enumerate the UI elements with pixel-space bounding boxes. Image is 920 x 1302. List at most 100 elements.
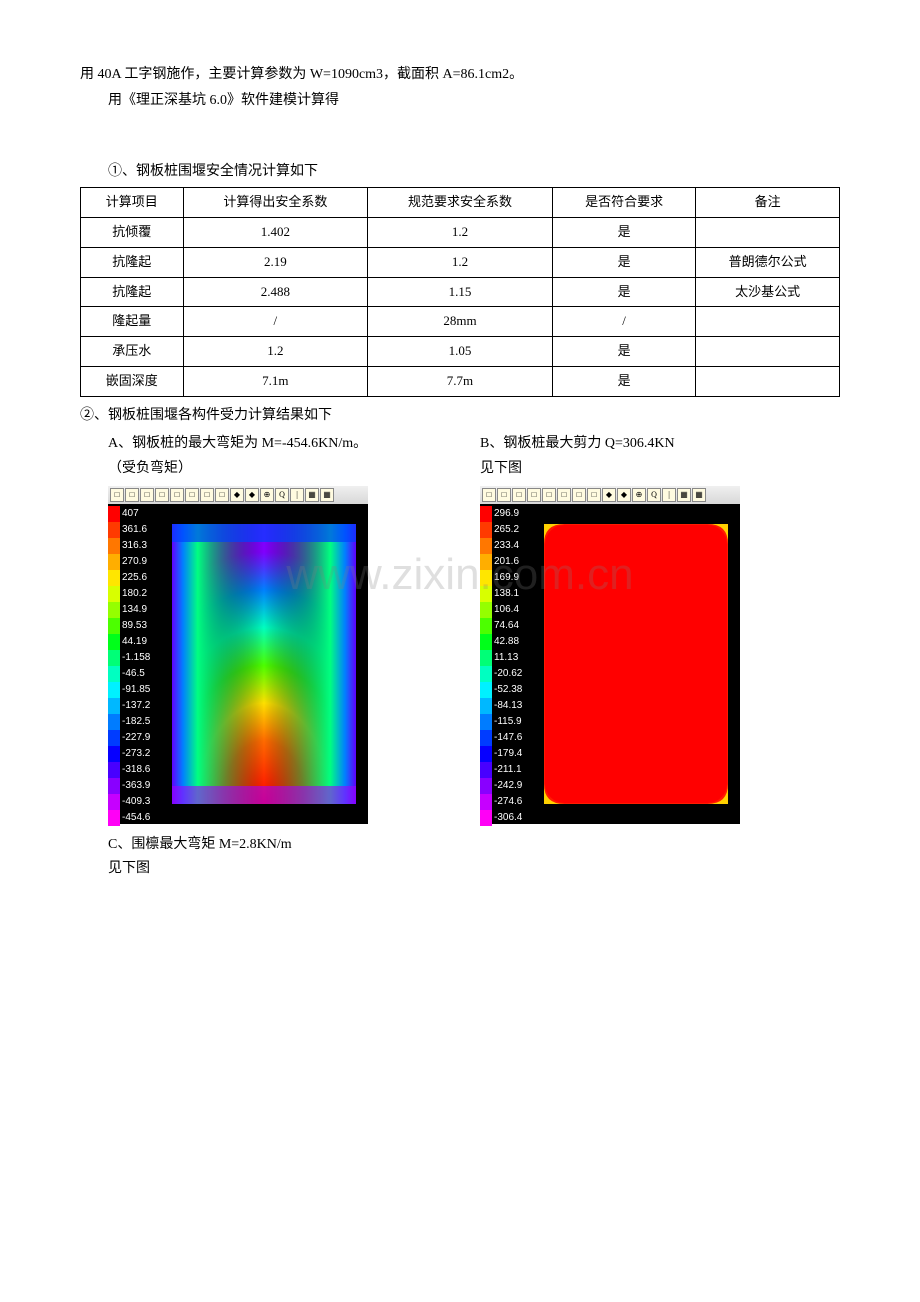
legend-swatch: [480, 762, 492, 778]
table-cell: 抗隆起: [81, 277, 184, 307]
toolbar-icon[interactable]: ▦: [320, 488, 334, 502]
legend-label: 296.9: [494, 506, 519, 522]
col-a-line1: A、钢板桩的最大弯矩为 M=-454.6KN/m。: [80, 433, 440, 455]
legend-swatch: [108, 746, 120, 762]
toolbar-icon[interactable]: □: [587, 488, 601, 502]
col-b-line1: B、钢板桩最大剪力 Q=306.4KN: [480, 433, 840, 455]
toolbar-icon[interactable]: ▦: [692, 488, 706, 502]
legend-row: 89.53: [108, 618, 168, 634]
toolbar-icon[interactable]: □: [110, 488, 124, 502]
legend-label: -242.9: [494, 778, 522, 794]
legend-swatch: [480, 682, 492, 698]
legend-row: -52.38: [480, 682, 540, 698]
legend-label: 225.6: [122, 570, 147, 586]
legend-label: 233.4: [494, 538, 519, 554]
table-cell: 1.2: [368, 247, 553, 277]
toolbar-icon[interactable]: □: [155, 488, 169, 502]
table-cell: 是: [552, 217, 696, 247]
legend-row: 44.19: [108, 634, 168, 650]
table-cell: 1.402: [183, 217, 368, 247]
toolbar-icon[interactable]: ⊕: [260, 488, 274, 502]
heatmap-b: □□□□□□□□◆◆⊕Q|▦▦ 296.9265.2233.4201.6169.…: [480, 486, 740, 824]
legend-swatch: [480, 778, 492, 794]
legend-row: 180.2: [108, 586, 168, 602]
toolbar-icon[interactable]: |: [290, 488, 304, 502]
toolbar-icon[interactable]: |: [662, 488, 676, 502]
toolbar-icon[interactable]: □: [215, 488, 229, 502]
table-cell: [696, 307, 840, 337]
table-cell: 1.2: [368, 217, 553, 247]
legend-row: -147.6: [480, 730, 540, 746]
toolbar-icon[interactable]: ▦: [305, 488, 319, 502]
legend-label: -227.9: [122, 730, 150, 746]
legend-row: -46.5: [108, 666, 168, 682]
legend-label: -273.2: [122, 746, 150, 762]
col-a-line2: （受负弯矩）: [80, 458, 440, 480]
legend-row: -211.1: [480, 762, 540, 778]
toolbar-icon[interactable]: ⊕: [632, 488, 646, 502]
legend-row: 361.6: [108, 522, 168, 538]
legend-swatch: [480, 810, 492, 826]
toolbar-icon[interactable]: □: [482, 488, 496, 502]
toolbar-icon[interactable]: Q: [275, 488, 289, 502]
table-row: 嵌固深度7.1m7.7m是: [81, 366, 840, 396]
legend-label: -20.62: [494, 666, 522, 682]
legend-label: -274.6: [494, 794, 522, 810]
toolbar-icon[interactable]: □: [170, 488, 184, 502]
legend-swatch: [480, 522, 492, 538]
legend-label: -115.9: [494, 714, 522, 730]
legend-row: 265.2: [480, 522, 540, 538]
legend-row: -115.9: [480, 714, 540, 730]
legend-row: 407: [108, 506, 168, 522]
toolbar-icon[interactable]: □: [572, 488, 586, 502]
heatmap-b-plot: [544, 524, 728, 804]
table-header-cell: 规范要求安全系数: [368, 188, 553, 218]
toolbar-icon[interactable]: □: [125, 488, 139, 502]
legend-row: 169.9: [480, 570, 540, 586]
legend-row: -1.158: [108, 650, 168, 666]
legend-swatch: [108, 810, 120, 826]
toolbar-icon[interactable]: □: [542, 488, 556, 502]
toolbar-icon[interactable]: □: [200, 488, 214, 502]
legend-row: -84.13: [480, 698, 540, 714]
table-row: 承压水1.21.05是: [81, 337, 840, 367]
legend-label: -211.1: [494, 762, 522, 778]
legend-label: -137.2: [122, 698, 150, 714]
legend-row: 42.88: [480, 634, 540, 650]
legend-label: 316.3: [122, 538, 147, 554]
table-row: 抗隆起2.191.2是普朗德尔公式: [81, 247, 840, 277]
column-b: B、钢板桩最大剪力 Q=306.4KN 见下图 □□□□□□□□◆◆⊕Q|▦▦ …: [480, 431, 840, 883]
legend-label: 201.6: [494, 554, 519, 570]
toolbar-icon[interactable]: ◆: [230, 488, 244, 502]
legend-swatch: [108, 778, 120, 794]
legend-swatch: [108, 762, 120, 778]
toolbar-icon[interactable]: ◆: [602, 488, 616, 502]
toolbar-icon[interactable]: ◆: [245, 488, 259, 502]
toolbar-icon[interactable]: □: [140, 488, 154, 502]
toolbar-icon[interactable]: □: [512, 488, 526, 502]
legend-label: 265.2: [494, 522, 519, 538]
toolbar-icon[interactable]: □: [527, 488, 541, 502]
legend-swatch: [108, 698, 120, 714]
legend-label: -91.85: [122, 682, 150, 698]
legend-swatch: [480, 746, 492, 762]
table-row: 抗隆起2.4881.15是太沙基公式: [81, 277, 840, 307]
table-cell: [696, 366, 840, 396]
toolbar-icon[interactable]: □: [557, 488, 571, 502]
legend-swatch: [108, 682, 120, 698]
toolbar-icon[interactable]: ▦: [677, 488, 691, 502]
table-cell: 28mm: [368, 307, 553, 337]
toolbar-icon[interactable]: □: [185, 488, 199, 502]
table-cell: [696, 217, 840, 247]
section2-heading: ②、钢板桩围堰各构件受力计算结果如下: [80, 405, 840, 427]
intro-line-2: 用《理正深基坑 6.0》软件建模计算得: [80, 90, 840, 112]
legend-swatch: [480, 506, 492, 522]
toolbar-icon[interactable]: ◆: [617, 488, 631, 502]
toolbar-icon[interactable]: Q: [647, 488, 661, 502]
table-cell: 是: [552, 247, 696, 277]
col-c-line2: 见下图: [80, 858, 440, 880]
legend-swatch: [480, 586, 492, 602]
toolbar-icon[interactable]: □: [497, 488, 511, 502]
legend-row: 296.9: [480, 506, 540, 522]
table-cell: /: [183, 307, 368, 337]
